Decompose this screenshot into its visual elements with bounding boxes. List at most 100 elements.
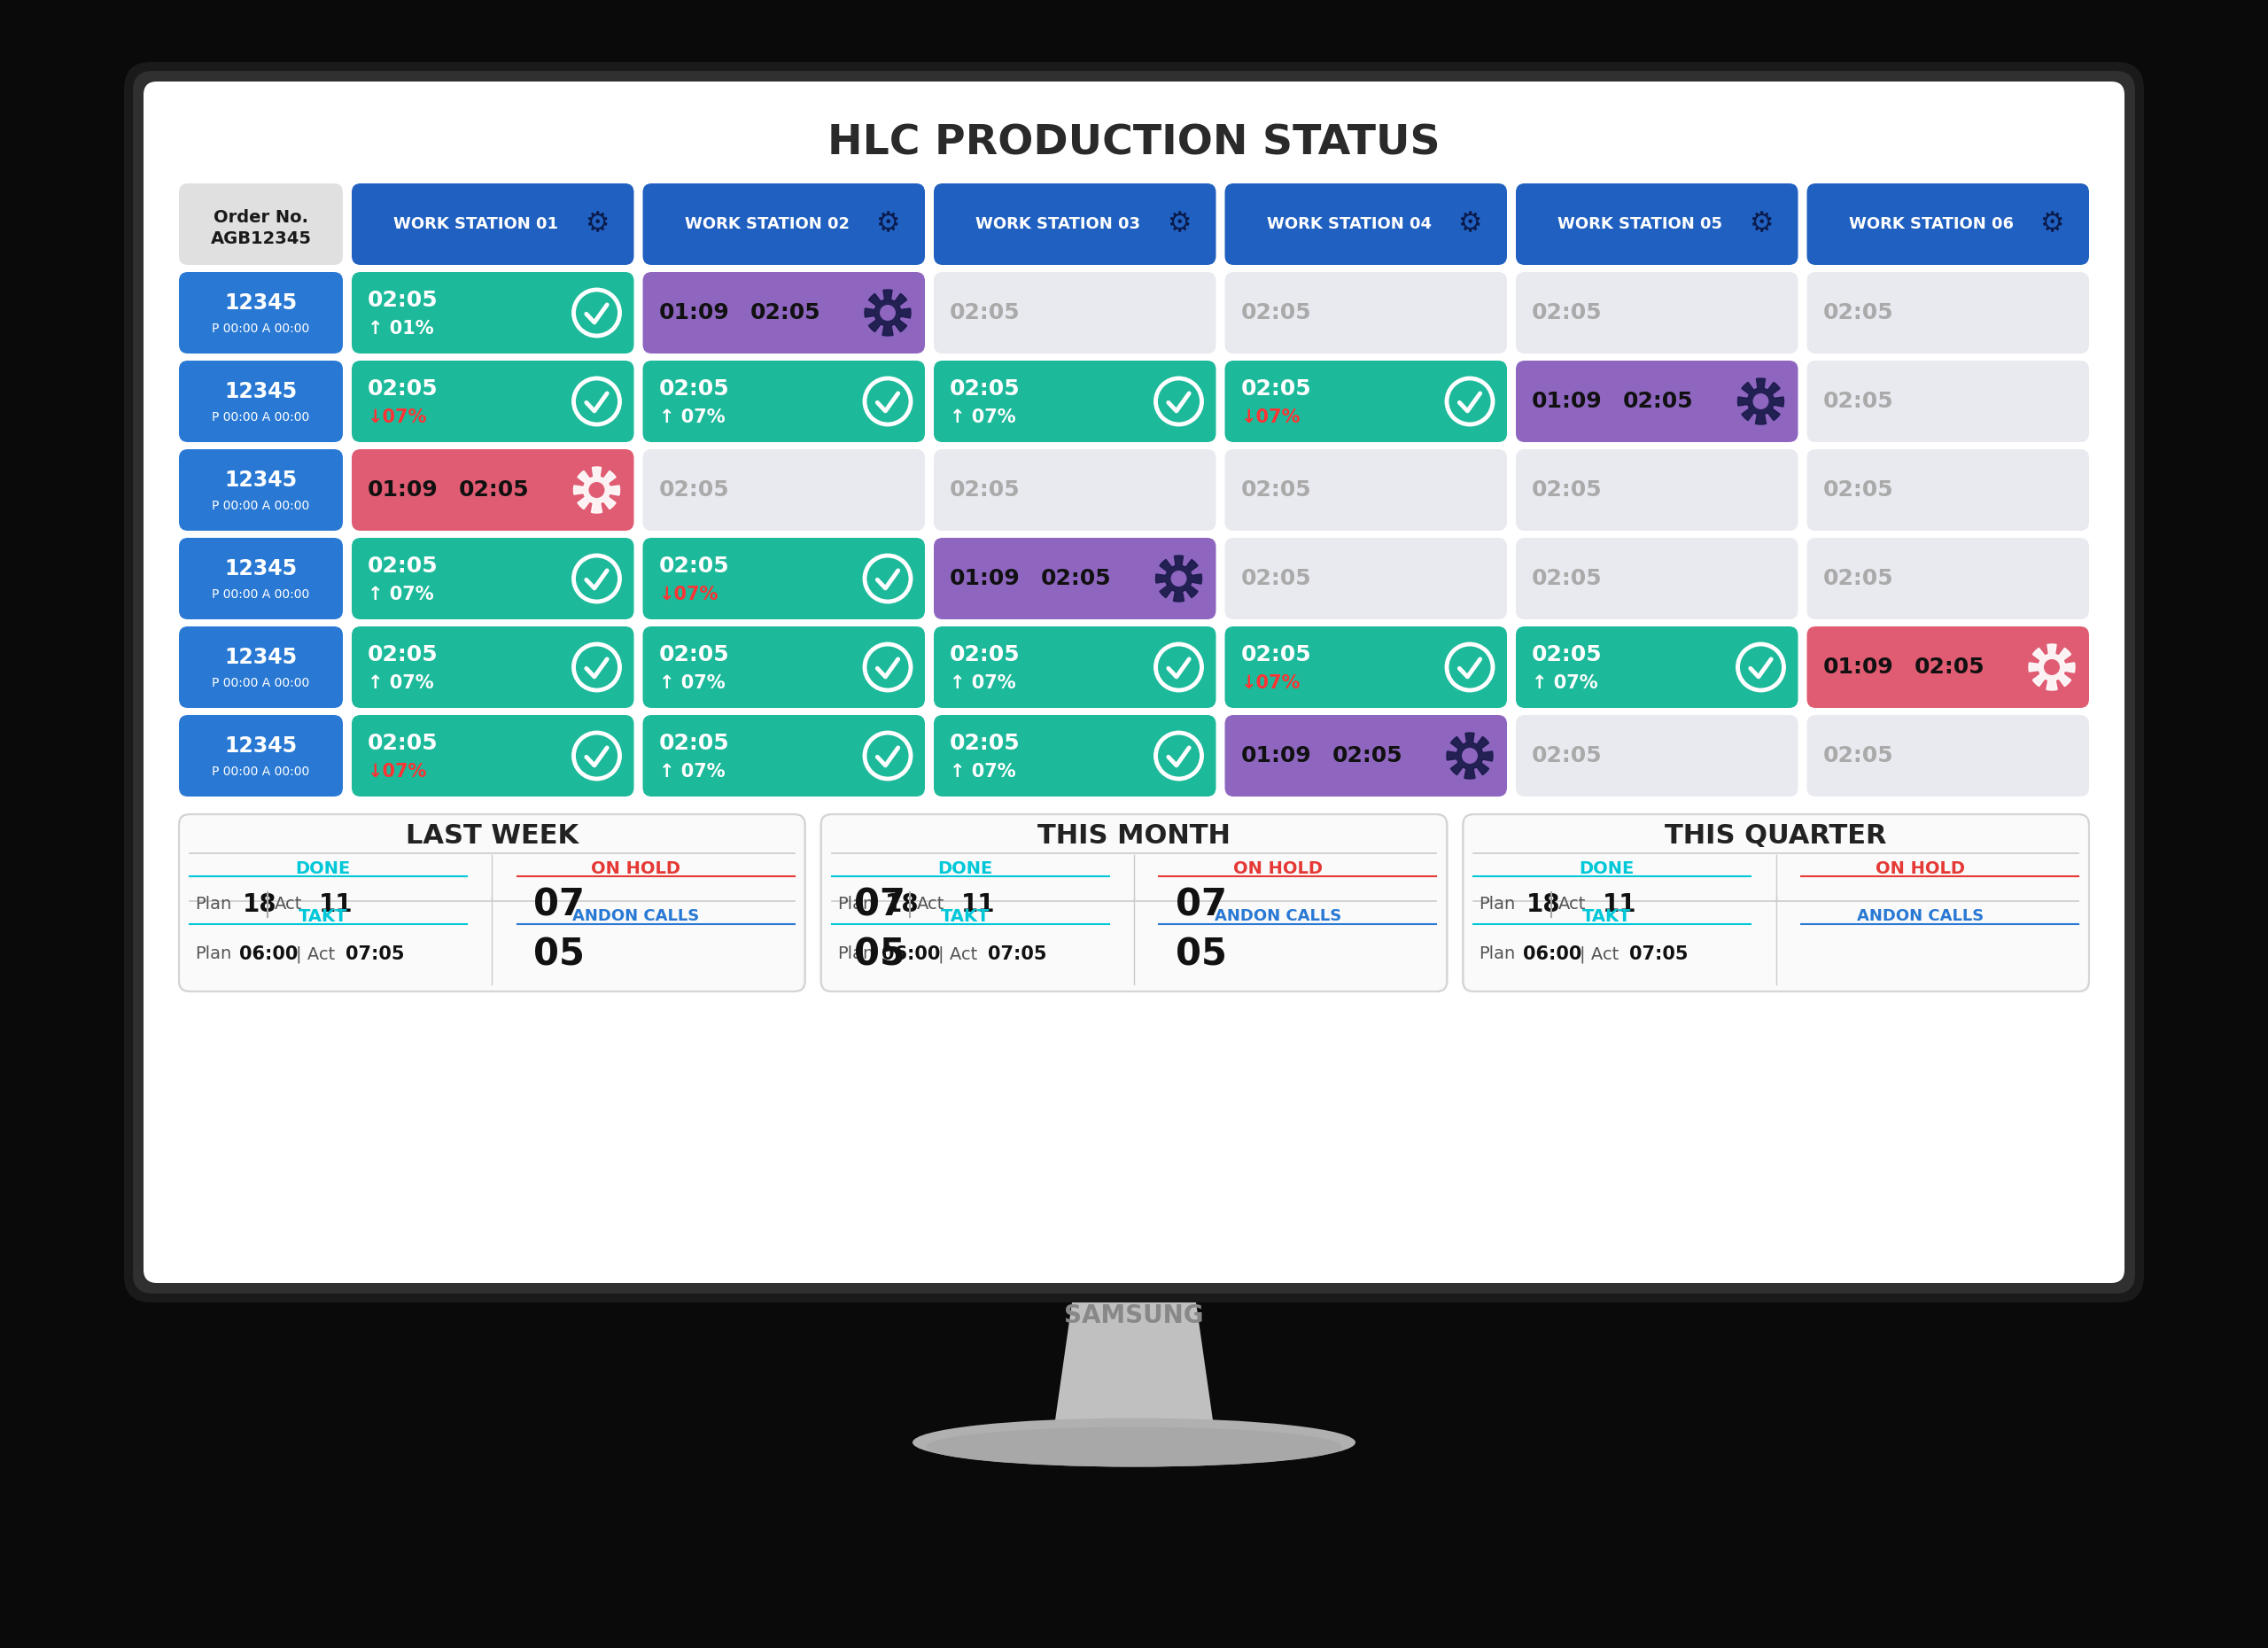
Text: Plan: Plan — [1479, 946, 1515, 962]
Circle shape — [1753, 394, 1769, 409]
Text: ANDON CALLS: ANDON CALLS — [1216, 908, 1340, 925]
Text: 02:05: 02:05 — [751, 302, 821, 323]
FancyBboxPatch shape — [143, 81, 2125, 1282]
Text: P 00:00 A 00:00: P 00:00 A 00:00 — [213, 766, 311, 778]
Text: Act: Act — [274, 897, 302, 913]
Circle shape — [1463, 748, 1479, 763]
Text: Order No.: Order No. — [213, 209, 308, 226]
Text: 01:09: 01:09 — [1823, 656, 1894, 677]
FancyBboxPatch shape — [821, 814, 1447, 992]
Text: ↓07%: ↓07% — [658, 587, 719, 603]
FancyBboxPatch shape — [1225, 715, 1506, 796]
Text: ⚙: ⚙ — [1458, 211, 1481, 237]
Text: THIS MONTH: THIS MONTH — [1036, 822, 1232, 849]
FancyBboxPatch shape — [934, 537, 1216, 620]
FancyBboxPatch shape — [1515, 537, 1799, 620]
Text: 06:00: 06:00 — [882, 946, 939, 962]
Circle shape — [1465, 751, 1474, 761]
Text: 02:05: 02:05 — [658, 555, 730, 577]
FancyBboxPatch shape — [179, 361, 342, 442]
Text: 02:05: 02:05 — [1823, 302, 1894, 323]
Text: 02:05: 02:05 — [1823, 745, 1894, 766]
Text: 02:05: 02:05 — [1241, 569, 1311, 590]
Text: ↓07%: ↓07% — [367, 409, 426, 427]
FancyBboxPatch shape — [1225, 272, 1506, 354]
Text: ANDON CALLS: ANDON CALLS — [1857, 908, 1984, 925]
Text: 18: 18 — [243, 892, 277, 916]
Text: WORK STATION 04: WORK STATION 04 — [1266, 216, 1431, 232]
Text: | Act: | Act — [939, 946, 978, 962]
Text: 12345: 12345 — [225, 381, 297, 402]
Text: 02:05: 02:05 — [367, 733, 438, 755]
Text: ↑ 01%: ↑ 01% — [367, 320, 433, 338]
Text: TAKT: TAKT — [299, 908, 347, 925]
Text: ↑ 07%: ↑ 07% — [658, 674, 726, 692]
Text: 02:05: 02:05 — [367, 379, 438, 400]
FancyBboxPatch shape — [1515, 450, 1799, 531]
Circle shape — [1175, 574, 1184, 583]
Text: 01:09: 01:09 — [1241, 745, 1311, 766]
Text: P 00:00 A 00:00: P 00:00 A 00:00 — [213, 588, 311, 602]
Text: 11: 11 — [320, 892, 354, 916]
Polygon shape — [1447, 733, 1492, 780]
Text: DONE: DONE — [1579, 860, 1635, 877]
FancyBboxPatch shape — [934, 183, 1216, 265]
Text: ANDON CALLS: ANDON CALLS — [572, 908, 699, 925]
Text: THIS QUARTER: THIS QUARTER — [1665, 822, 1887, 849]
Text: 02:05: 02:05 — [1241, 379, 1311, 400]
FancyBboxPatch shape — [125, 63, 2143, 1302]
Text: 05: 05 — [1175, 936, 1227, 972]
Text: Plan: Plan — [837, 897, 873, 913]
FancyBboxPatch shape — [1463, 814, 2089, 992]
Text: 02:05: 02:05 — [1914, 656, 1984, 677]
Text: P 00:00 A 00:00: P 00:00 A 00:00 — [213, 499, 311, 513]
FancyBboxPatch shape — [1515, 361, 1799, 442]
Text: ↑ 07%: ↑ 07% — [1531, 674, 1599, 692]
Text: DONE: DONE — [295, 860, 352, 877]
Text: TAKT: TAKT — [1583, 908, 1631, 925]
FancyBboxPatch shape — [1808, 626, 2089, 709]
FancyBboxPatch shape — [1808, 537, 2089, 620]
Text: 18: 18 — [885, 892, 919, 916]
Text: 02:05: 02:05 — [658, 644, 730, 666]
Text: 02:05: 02:05 — [367, 644, 438, 666]
Text: 02:05: 02:05 — [1531, 644, 1601, 666]
FancyBboxPatch shape — [352, 450, 633, 531]
Text: P 00:00 A 00:00: P 00:00 A 00:00 — [213, 323, 311, 335]
Text: TAKT: TAKT — [941, 908, 989, 925]
Polygon shape — [1157, 555, 1202, 602]
FancyBboxPatch shape — [934, 450, 1216, 531]
FancyBboxPatch shape — [1515, 183, 1799, 265]
FancyBboxPatch shape — [134, 71, 2134, 1294]
FancyBboxPatch shape — [642, 272, 925, 354]
Text: ↑ 07%: ↑ 07% — [367, 674, 433, 692]
Text: ↑ 07%: ↑ 07% — [658, 409, 726, 427]
Circle shape — [880, 305, 896, 321]
Text: ON HOLD: ON HOLD — [592, 860, 680, 877]
FancyBboxPatch shape — [179, 183, 342, 265]
Text: ⚙: ⚙ — [2039, 211, 2064, 237]
Text: 02:05: 02:05 — [1531, 745, 1601, 766]
FancyBboxPatch shape — [1808, 183, 2089, 265]
Text: 07:05: 07:05 — [1628, 946, 1687, 962]
FancyBboxPatch shape — [1225, 361, 1506, 442]
Text: DONE: DONE — [937, 860, 993, 877]
Text: 02:05: 02:05 — [658, 480, 730, 501]
Text: ↑ 07%: ↑ 07% — [367, 587, 433, 603]
Text: ↓07%: ↓07% — [1241, 674, 1300, 692]
Text: 02:05: 02:05 — [367, 290, 438, 311]
FancyBboxPatch shape — [1808, 272, 2089, 354]
FancyBboxPatch shape — [642, 715, 925, 796]
Text: 02:05: 02:05 — [658, 379, 730, 400]
Ellipse shape — [912, 1417, 1356, 1467]
Text: 05: 05 — [533, 936, 585, 972]
Circle shape — [2048, 662, 2057, 672]
FancyBboxPatch shape — [179, 715, 342, 796]
Circle shape — [590, 481, 606, 498]
Text: 02:05: 02:05 — [1041, 569, 1111, 590]
FancyBboxPatch shape — [642, 537, 925, 620]
Polygon shape — [574, 466, 619, 513]
Text: 01:09: 01:09 — [658, 302, 730, 323]
Text: 02:05: 02:05 — [950, 379, 1021, 400]
FancyBboxPatch shape — [642, 450, 925, 531]
